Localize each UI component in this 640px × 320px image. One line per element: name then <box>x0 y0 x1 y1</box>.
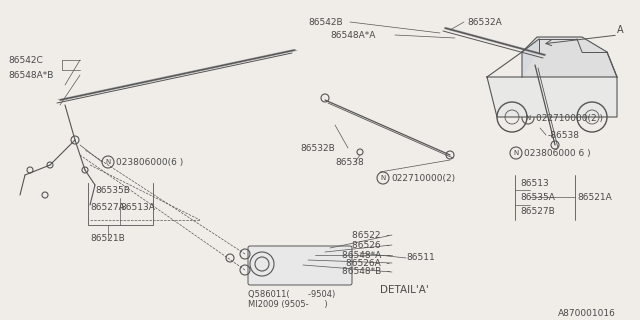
Polygon shape <box>522 39 539 77</box>
Text: N: N <box>513 150 518 156</box>
FancyBboxPatch shape <box>248 246 352 285</box>
Text: 86548A*B: 86548A*B <box>8 70 53 79</box>
Text: 86526A  -: 86526A - <box>346 259 390 268</box>
Text: 023806000(6 ): 023806000(6 ) <box>116 157 183 166</box>
Text: -86538: -86538 <box>548 131 580 140</box>
Text: 86526  -: 86526 - <box>353 241 390 250</box>
Text: 86538: 86538 <box>335 157 364 166</box>
Text: 86527B: 86527B <box>520 206 555 215</box>
Text: 86542C: 86542C <box>8 55 43 65</box>
Text: 86548*B  -: 86548*B - <box>342 268 390 276</box>
Text: 022710000(2): 022710000(2) <box>391 173 455 182</box>
Text: 86532A: 86532A <box>467 18 502 27</box>
Text: MI2009 (9505-      ): MI2009 (9505- ) <box>248 300 328 309</box>
Text: 022710000(2 ): 022710000(2 ) <box>536 114 603 123</box>
Text: 86548*A  -: 86548*A - <box>342 251 390 260</box>
Text: 86522  -: 86522 - <box>353 230 390 239</box>
Text: 86513A: 86513A <box>120 203 155 212</box>
Text: 86513: 86513 <box>520 179 548 188</box>
Text: 86542B: 86542B <box>308 18 342 27</box>
Text: A: A <box>617 25 623 35</box>
Polygon shape <box>487 77 617 117</box>
Text: 86548A*A: 86548A*A <box>330 30 376 39</box>
Text: A870001016: A870001016 <box>558 308 616 317</box>
Text: 86527A: 86527A <box>90 203 125 212</box>
Text: 86535B: 86535B <box>95 186 130 195</box>
Text: Q586011(       -9504): Q586011( -9504) <box>248 291 335 300</box>
Text: 86535A: 86535A <box>520 193 555 202</box>
Polygon shape <box>522 37 617 77</box>
Text: 86521B: 86521B <box>90 234 125 243</box>
Text: 86532B: 86532B <box>300 143 335 153</box>
Text: N: N <box>380 175 386 181</box>
Text: DETAIL'A': DETAIL'A' <box>380 285 429 295</box>
Text: 86511: 86511 <box>406 253 435 262</box>
Text: 86521A: 86521A <box>577 193 612 202</box>
Text: N: N <box>106 159 111 165</box>
Text: N: N <box>525 115 531 121</box>
Text: 023806000 6 ): 023806000 6 ) <box>524 148 591 157</box>
